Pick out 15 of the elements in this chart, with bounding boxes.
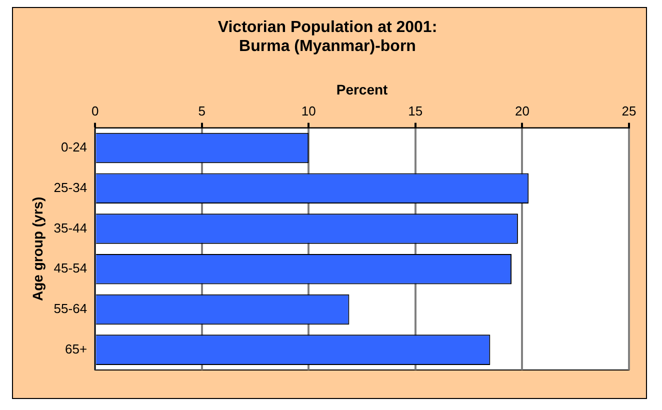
y-axis-title: Age group (yrs) [29,196,46,302]
x-tick-label: 5 [198,104,206,119]
y-tick-label: 35-44 [54,220,88,236]
y-tick-label: 25-34 [54,180,88,195]
x-tick-label: 0 [91,104,99,119]
x-tick-label: 25 [622,104,636,119]
x-tick-label: 10 [301,104,316,119]
x-tick-label: 20 [514,104,530,119]
x-tick-label: 15 [408,104,423,119]
x-axis-title: Percent [336,82,388,98]
y-tick-label: 0-24 [61,140,88,155]
y-tick-label: 45-54 [54,260,88,276]
chart-title: Victorian Population at 2001: Burma (Myanmar)-born [218,19,438,56]
y-tick-label: 65+ [64,341,88,356]
y-tick-label: 55-64 [54,301,88,316]
